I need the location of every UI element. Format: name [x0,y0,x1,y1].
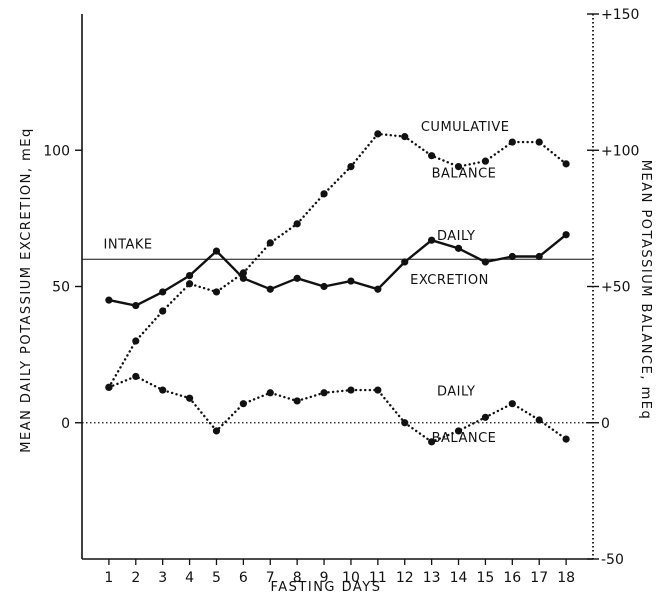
annotation-label: BALANCE [432,167,497,182]
series-1-point [347,277,355,285]
series-3-point [132,372,140,381]
x-tick-label: 18 [557,570,575,586]
series-3-point [239,400,247,408]
series-1-point [454,244,463,252]
series-2-point [401,133,409,141]
x-tick-label: 6 [239,570,248,586]
series-3-point [428,438,436,446]
x-tick-label: 12 [396,570,414,586]
series-3-point [562,435,570,443]
x-tick-label: 11 [369,570,387,586]
series-3-point [481,413,490,421]
series-1-point [508,252,516,261]
y-axis-label-right: MEAN POTASSIUM BALANCE, mEq [638,160,653,420]
x-tick-label: 8 [293,570,302,586]
annotation-label: DAILY [437,385,475,400]
x-tick-label: 16 [503,570,521,586]
series-2-point [239,269,247,277]
series-3-point [293,397,301,405]
series-2-point [293,220,301,228]
y-tick-label-right: +50 [601,280,631,296]
series-2-point [320,190,328,198]
series-1-point [105,296,113,304]
y-axis-label-left: MEAN DAILY POTASSIUM EXCRETION, mEq [19,127,34,453]
annotations: INTAKE CUMULATIVE BALANCE DAILY EXCRETION DAI… [104,120,510,446]
series-3-point [508,400,516,408]
y-tick-label-right: 0 [601,416,610,432]
y-tick-label-left: 100 [43,143,70,159]
series-2-point [562,160,570,168]
series-2-point [159,307,167,315]
series-2-point [212,288,221,296]
y-tick-label-right: -50 [601,552,624,568]
series-line-2 [107,132,568,389]
y-tick-label-left: 50 [52,280,70,296]
series-1-point [239,274,247,282]
series-line-1 [108,233,567,307]
y-tick-label-left: 0 [61,416,70,432]
series-1-point [562,231,570,239]
series-line-3 [107,375,568,444]
series-2-point [481,157,490,165]
series-3-point [454,427,463,435]
series-1-point [374,285,382,293]
series-2-point [535,138,543,146]
x-tick-label: 14 [450,570,468,586]
series-3-point [105,383,113,391]
series-1-point [401,258,409,266]
x-tick-label: 13 [423,570,441,586]
y-tick-label-right: +100 [601,143,639,159]
series-1-point [481,258,490,266]
series-1-point [293,274,301,282]
series-2-point [347,163,355,171]
reference-lines [82,258,593,424]
series-2-point [185,280,194,288]
series-2-point [508,138,516,146]
series-3-point [159,386,167,394]
series-3-point [212,427,221,435]
series-1-point [320,282,328,291]
series-3-point [185,394,194,402]
series-3-point [347,386,355,394]
series-2-point [374,130,382,138]
y-tick-label-right: +150 [601,7,639,23]
x-tick-label: 17 [530,570,548,586]
x-tick-label: 9 [320,570,329,586]
series-2-point [428,152,436,160]
series-3-point [320,389,328,397]
annotation-label: DAILY [437,229,475,244]
series-1-point [428,236,436,244]
series-1-point [185,272,194,280]
series-1-point [266,285,274,293]
x-tick-label: 4 [185,570,194,586]
series-1-point [212,247,221,255]
series-1-point [535,252,543,261]
x-tick-label: 3 [158,570,167,586]
series-3-point [374,386,382,394]
annotation-label: CUMULATIVE [421,120,510,135]
series-1-point [132,301,140,310]
series-3-point [535,416,543,424]
annotation-label: BALANCE [432,431,497,446]
x-tick-label: 7 [266,570,275,586]
series-2-point [454,163,463,171]
annotation-label: EXCRETION [410,273,489,288]
series-3-point [266,389,274,397]
annotation-label: INTAKE [104,237,153,252]
series-1-point [159,288,167,296]
x-tick-label: 2 [131,570,140,586]
x-axis-label: FASTING DAYS [271,580,382,595]
x-tick-label: 5 [212,570,221,586]
x-tick-label: 1 [104,570,113,586]
series-2-point [266,239,274,247]
data-series [105,130,570,446]
x-tick-label: 15 [477,570,495,586]
x-tick-label: 10 [342,570,360,586]
plot-frame [81,14,594,560]
series-3-point [401,419,409,427]
series-2-point [132,337,140,345]
